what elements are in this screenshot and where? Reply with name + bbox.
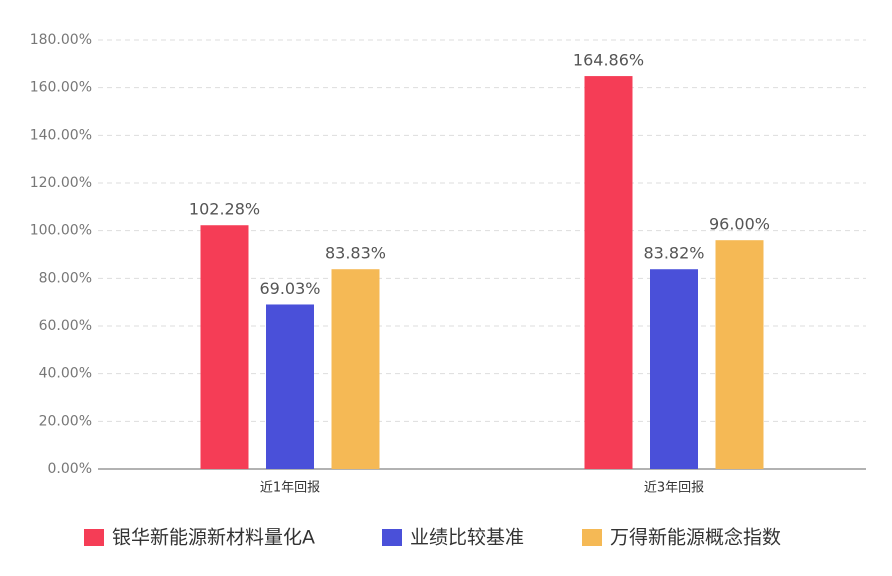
legend-swatch xyxy=(84,529,104,546)
bar xyxy=(584,76,633,469)
y-tick-label: 0.00% xyxy=(48,461,92,477)
x-tick-label: 近1年回报 xyxy=(260,481,320,496)
y-tick-label: 40.00% xyxy=(39,366,92,382)
y-tick-label: 120.00% xyxy=(30,175,92,191)
value-label: 83.83% xyxy=(325,244,386,263)
legend-swatch xyxy=(582,529,602,546)
bar xyxy=(200,225,249,469)
y-tick-label: 160.00% xyxy=(30,80,92,96)
y-tick-label: 20.00% xyxy=(39,413,92,429)
legend-swatch xyxy=(382,529,402,546)
legend-label: 业绩比较基准 xyxy=(410,527,524,549)
bar xyxy=(266,304,314,469)
y-tick-label: 80.00% xyxy=(39,270,92,286)
value-label: 96.00% xyxy=(709,215,770,234)
y-tick-label: 140.00% xyxy=(30,127,92,143)
y-tick-label: 60.00% xyxy=(39,318,92,334)
legend-label: 银华新能源新材料量化A xyxy=(112,527,315,549)
bar xyxy=(331,269,380,469)
x-tick-label: 近3年回报 xyxy=(644,481,704,496)
value-label: 69.03% xyxy=(259,279,320,298)
y-tick-label: 100.00% xyxy=(30,223,92,239)
value-label: 83.82% xyxy=(643,244,704,263)
bar xyxy=(715,240,764,469)
value-label: 164.86% xyxy=(573,51,644,70)
legend-label: 万得新能源概念指数 xyxy=(610,526,781,549)
y-tick-label: 180.00% xyxy=(30,32,92,48)
bar xyxy=(650,269,698,469)
value-label: 102.28% xyxy=(189,200,260,219)
